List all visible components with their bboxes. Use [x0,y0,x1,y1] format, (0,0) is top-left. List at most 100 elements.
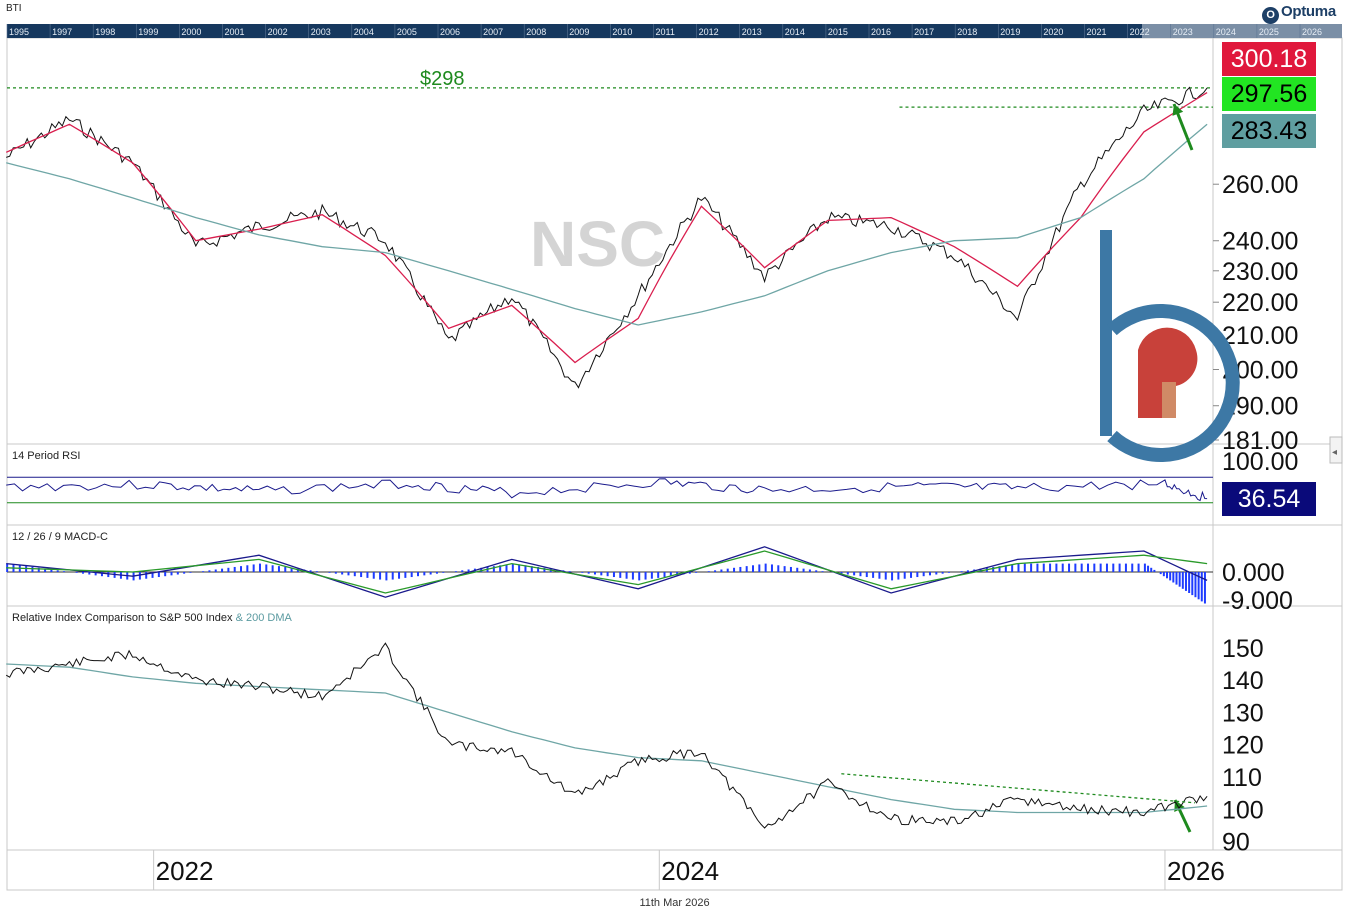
macd-line [6,546,1208,598]
macd-title: 12 / 26 / 9 MACD-C [12,531,108,543]
macd-histogram-bar [587,572,590,574]
macd-histogram-bar [435,572,438,574]
price-tick-label-4: 210.00 [1222,322,1298,350]
macd-histogram-bar [518,564,521,572]
macd-histogram-bar [1188,572,1191,593]
macd-signal-line [6,550,1208,594]
brand-name: Optuma [1281,3,1336,20]
macd-histogram-bar [429,572,432,575]
macd-tick-label-1: -9.000 [1222,587,1293,615]
macd-histogram-bar [537,566,540,572]
timeline-year-2002: 2002 [268,27,288,37]
relative-tick-label-0: 150 [1222,635,1264,663]
timeline-year-2018: 2018 [957,27,977,37]
macd-histogram-bar [783,566,786,572]
macd-histogram-bar [511,563,514,572]
timeline-year-2008: 2008 [526,27,546,37]
macd-histogram-bar [853,572,856,576]
macd-histogram-bar [1172,572,1175,583]
macd-histogram-bar [802,568,805,572]
macd-histogram-bar [859,572,862,577]
macd-histogram-bar [638,572,641,581]
macd-histogram-bar [170,572,173,576]
price-tick-label-7: 181.00 [1222,427,1298,455]
macd-histogram-bar [366,572,369,578]
macd-histogram-bar [75,572,78,573]
timeline-year-2016: 2016 [871,27,891,37]
macd-histogram-bar [770,564,773,572]
macd-histogram-bar [1068,563,1071,572]
macd-histogram-bar [1175,572,1178,585]
macd-histogram-bar [1159,572,1162,575]
optuma-logo: O Optuma [1262,3,1336,24]
macd-histogram-bar [1194,572,1197,598]
macd-histogram-bar [619,572,622,578]
hb-logo-bowl [1107,304,1240,462]
macd-histogram-bar [808,569,811,572]
hb-logo-r [1138,327,1198,418]
macd-histogram-bar [726,568,729,572]
macd-histogram-bar [1131,563,1134,572]
timeline-year-2004: 2004 [354,27,374,37]
macd-histogram-bar [1203,572,1206,604]
macd-histogram-bar [56,570,59,572]
macd-histogram-bar [410,572,413,578]
macd-histogram-bar [271,565,274,572]
macd-histogram-bar [612,572,615,578]
macd-histogram-bar [372,572,375,579]
macd-histogram-bar [1112,563,1115,572]
timeline-year-1999: 1999 [138,27,158,37]
scroll-handle [1329,436,1343,464]
ma-long-badge: 283.43 [1222,114,1316,148]
macd-histogram-bar [1118,563,1121,572]
macd-histogram-bar [290,567,293,572]
macd-histogram-bar [50,569,53,572]
macd-histogram-bar [379,572,382,580]
macd-histogram-bar [865,572,868,578]
macd-histogram-bar [910,572,913,578]
macd-histogram-bar [903,572,906,579]
macd-histogram-bar [840,572,843,574]
relative-title-main: Relative Index Comparison to S&P 500 Ind… [12,612,233,624]
macd-histogram-bar [246,565,249,572]
macd-histogram-bar [360,572,363,578]
macd-histogram-bar [258,563,261,572]
timeline-year-1997: 1997 [52,27,72,37]
relative-tick-label-2: 130 [1222,699,1264,727]
ma-short-badge: 297.56 [1222,77,1316,111]
macd-histogram-bar [745,566,748,572]
relative-tick-label-1: 140 [1222,667,1264,695]
macd-histogram-bar [916,572,919,578]
macd-histogram-bar [88,572,91,575]
watermark-text: NSC [530,208,665,280]
macd-histogram-bar [183,572,186,574]
last-price-badge: 300.18 [1222,42,1316,76]
timeline-year-2001: 2001 [225,27,245,37]
macd-histogram-bar [1150,567,1153,572]
macd-histogram-bar [707,571,710,572]
macd-histogram-bar [423,572,426,576]
macd-histogram-bar [334,572,337,574]
resistance-label: $298 [420,68,465,90]
macd-histogram-bar [1042,563,1045,572]
timeline-year-2010: 2010 [612,27,632,37]
macd-histogram-bar [202,571,205,572]
macd-histogram-bar [1147,565,1150,572]
x-tick-label-2024: 2024 [661,856,719,886]
timeline-year-2022: 2022 [1130,27,1150,37]
macd-histogram-bar [1036,563,1039,572]
macd-histogram-bar [189,572,192,573]
macd-histogram-bar [764,563,767,572]
timeline-year-1995: 1995 [9,27,29,37]
macd-histogram-bar [138,572,141,580]
macd-histogram-bar [631,572,634,580]
price-tick-label-3: 220.00 [1222,289,1298,317]
macd-histogram-bar [1004,565,1007,572]
macd-histogram-bar [480,567,483,572]
macd-histogram-bar [625,572,628,579]
ma-long-line [6,123,1208,326]
macd-histogram-bar [530,566,533,572]
timeline-year-2026: 2026 [1302,27,1322,37]
macd-histogram-bar [1061,563,1064,572]
